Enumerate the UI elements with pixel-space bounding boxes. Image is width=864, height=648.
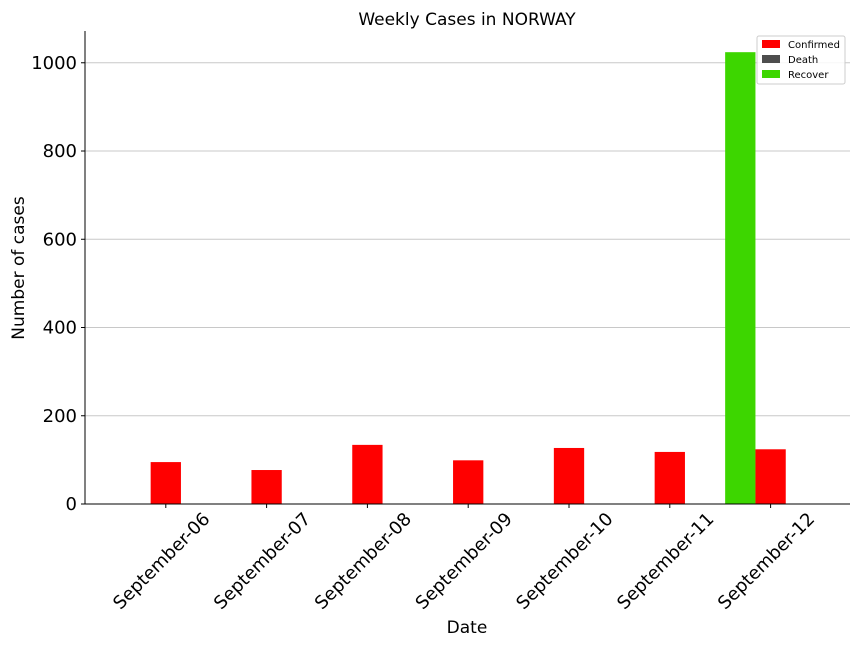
bar-confirmed-5 [654,451,685,504]
y-tick-label-5: 1000 [31,53,77,74]
y-tick-label-2: 400 [43,318,77,339]
legend-swatch-recover [762,70,780,78]
x-tick-labels: September-06September-07September-08Sept… [109,504,819,614]
bar-confirmed-0 [150,462,181,504]
bar-recover-6 [725,52,756,504]
y-tick-label-4: 800 [43,141,77,162]
y-axis-label: Number of cases [9,196,29,340]
axes [84,31,850,505]
bar-confirmed-3 [453,460,484,504]
y-tick-labels: 0 200 400 600 800 1000 [31,53,85,515]
legend-label-recover: Recover [788,70,829,81]
bars [150,52,786,504]
legend-swatch-confirmed [762,40,780,48]
x-tick-label-4: September-10 [512,509,617,614]
bar-confirmed-4 [553,447,585,504]
bar-confirmed-2 [352,444,383,504]
x-tick-label-2: September-08 [311,509,416,614]
legend-label-confirmed: Confirmed [788,40,840,51]
chart-title: Weekly Cases in NORWAY [358,10,576,30]
bar-confirmed-6 [755,449,786,504]
x-axis-label: Date [447,618,488,638]
x-tick-label-3: September-09 [412,509,517,614]
legend-swatch-death [762,55,780,63]
legend-label-death: Death [788,55,818,66]
legend: Confirmed Death Recover [756,35,846,85]
x-tick-label-5: September-11 [613,509,718,614]
bar-confirmed-1 [251,470,282,504]
x-tick-label-0: September-06 [109,509,214,614]
x-tick-label-6: September-12 [714,509,819,614]
gridlines [85,62,850,417]
x-tick-label-1: September-07 [210,509,315,614]
y-tick-label-3: 600 [43,229,77,250]
y-tick-label-0: 0 [66,494,77,515]
y-tick-label-1: 200 [43,406,77,427]
